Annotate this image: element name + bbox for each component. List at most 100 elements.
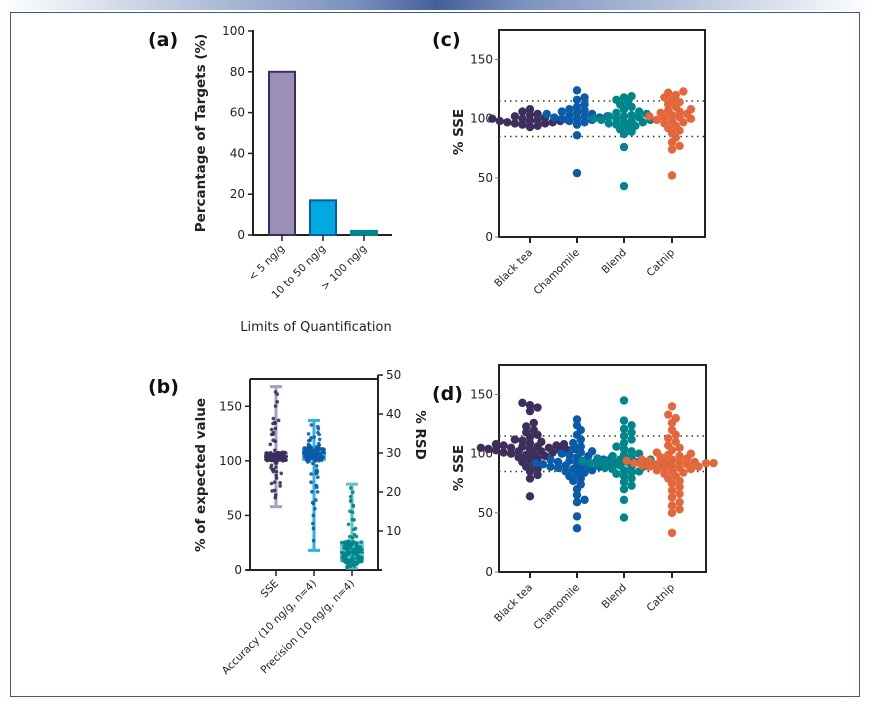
panel-c-point	[525, 122, 535, 132]
panel-c-point	[619, 118, 629, 127]
panel-c-point	[572, 108, 582, 118]
panel-d-point	[660, 463, 669, 473]
panel-a-label: (a)	[148, 29, 178, 51]
panel-a-bar	[350, 229, 378, 236]
panel-d-point	[578, 456, 587, 466]
panel-c-point	[612, 120, 621, 129]
panel-b-point	[356, 548, 360, 553]
panel-c-ytick-label: 0	[485, 230, 493, 244]
panel-b-point	[317, 437, 322, 442]
panel-b-point	[311, 461, 315, 466]
panel-c-point	[604, 112, 614, 121]
panel-a-ytick-label: 0	[237, 228, 245, 242]
header-gradient-bar	[0, 0, 874, 10]
panel-d-point	[637, 461, 646, 470]
panel-c-point	[627, 110, 636, 120]
panel-d-ylabel: % SSE	[451, 445, 467, 491]
panel-a-ytick-label: 60	[230, 106, 245, 120]
panel-d-point	[612, 442, 621, 451]
panel-c-point	[660, 119, 669, 128]
panel-c-point	[627, 92, 636, 101]
panel-d-point	[593, 454, 602, 463]
panel-c-point	[686, 105, 696, 114]
panel-d-point	[533, 470, 542, 480]
panel-d-category-label: Black tea	[492, 582, 535, 625]
panel-b-point	[310, 490, 314, 494]
panel-c-point	[675, 141, 684, 151]
panel-b-point	[359, 540, 363, 544]
panel-d-point	[518, 436, 527, 445]
panel-d-category-label: Blend	[599, 582, 629, 612]
panel-d-point	[627, 421, 636, 430]
panel-b-y2tick-label: 10	[386, 524, 401, 538]
panel-b-y2tick-label: 20	[386, 485, 401, 499]
panel-d-point	[561, 467, 570, 476]
panel-d-point	[525, 401, 535, 410]
panel-c-point	[572, 114, 582, 123]
panel-b-point	[348, 564, 353, 569]
panel-b-point	[319, 455, 324, 460]
panel-b-point	[347, 546, 351, 550]
panel-a-bar	[268, 70, 296, 236]
panel-c-plot-frame	[498, 29, 706, 238]
panel-c-point	[572, 168, 582, 178]
panel-b-point	[272, 448, 277, 453]
panel-d-point	[619, 513, 629, 522]
figure-frame	[10, 12, 860, 697]
panel-d-point	[619, 438, 629, 448]
panel-b-point	[314, 498, 318, 502]
panel-b-point	[348, 486, 353, 490]
panel-c-point	[495, 116, 504, 126]
panel-c-point	[604, 119, 614, 128]
panel-c-category-label: Black tea	[492, 247, 535, 290]
panel-d-point	[587, 447, 597, 456]
panel-d-point	[664, 434, 673, 443]
panel-d-point	[667, 508, 677, 518]
panel-c-point	[540, 119, 550, 128]
panel-d-point	[690, 457, 699, 467]
panel-c-point	[612, 108, 621, 118]
panel-c-point	[525, 105, 535, 114]
panel-d-point	[518, 398, 527, 408]
panel-c-point	[664, 88, 673, 97]
panel-b-point	[309, 472, 313, 476]
panel-d-point	[529, 425, 538, 435]
panel-a-ytick-label: 40	[230, 146, 245, 160]
panel-d-point	[675, 451, 684, 461]
panel-d-point	[627, 447, 636, 456]
panel-c-point	[619, 142, 629, 152]
panel-c-point	[619, 93, 629, 102]
panel-d-point	[553, 457, 563, 467]
panel-c-point	[619, 112, 629, 121]
panel-d-point	[559, 440, 569, 449]
panel-d-point	[576, 480, 585, 489]
panel-d-point	[675, 498, 684, 507]
panel-b-point	[302, 446, 307, 450]
panel-d-point	[619, 471, 629, 481]
panel-c-point	[580, 112, 589, 121]
panel-c-point	[580, 106, 589, 115]
panel-b-point	[269, 427, 274, 432]
panel-b-point	[313, 506, 317, 511]
panel-c-point	[667, 116, 677, 126]
panel-c-point	[572, 102, 582, 112]
panel-d-point	[608, 451, 617, 461]
panel-d-point	[514, 453, 523, 462]
panel-b-point	[353, 560, 358, 565]
panel-d-point	[525, 492, 535, 501]
panel-b-point	[346, 539, 351, 543]
panel-b-point	[274, 469, 279, 474]
panel-c-ytick-label: 150	[470, 53, 493, 67]
panel-c-category-label: Blend	[599, 247, 629, 277]
panel-b-label: (b)	[148, 376, 179, 398]
panel-d-point	[510, 435, 520, 444]
panel-b-point	[309, 480, 313, 484]
panel-b-point	[309, 449, 313, 453]
panel-c-point	[503, 118, 512, 127]
panel-c-point	[572, 131, 582, 140]
panel-c-ylabel: % SSE	[451, 109, 467, 155]
panel-d-point	[637, 455, 646, 464]
panel-d-point	[525, 444, 535, 454]
